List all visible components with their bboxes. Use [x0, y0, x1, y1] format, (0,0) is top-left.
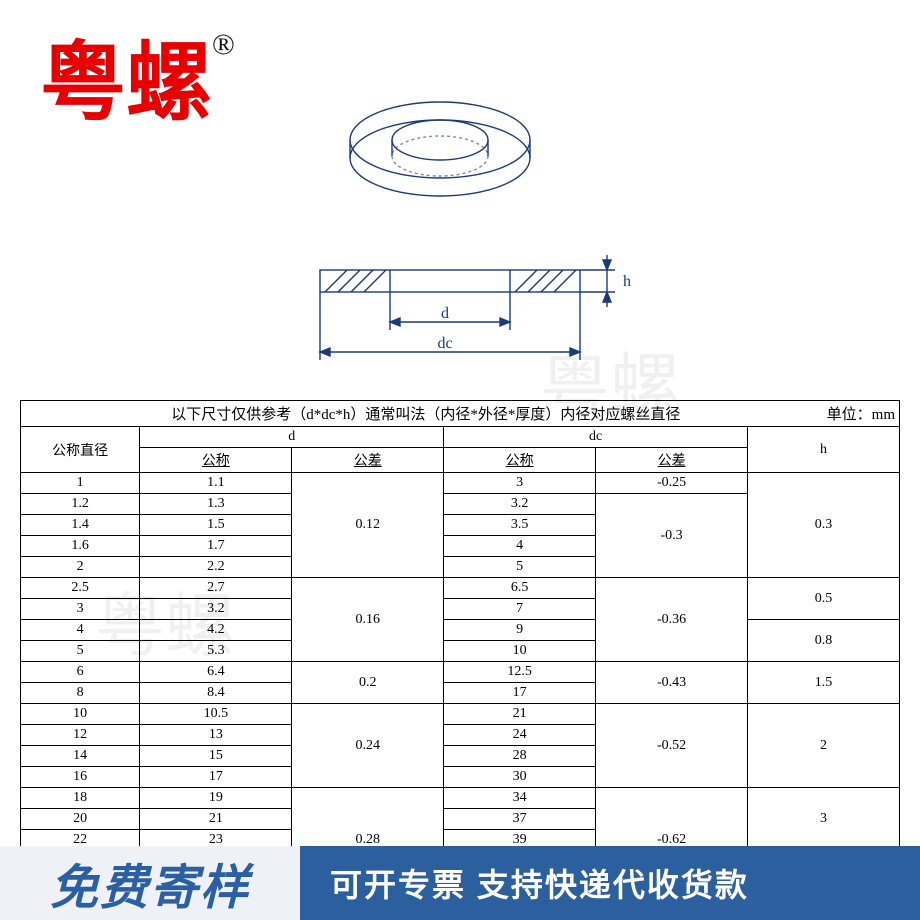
cell-d-nom: 4.2 [140, 620, 292, 641]
col-dc: dc [444, 427, 748, 448]
cell-nd: 1 [21, 473, 140, 494]
cell-d-tol: 0.12 [292, 473, 444, 578]
cell-nd: 2.5 [21, 578, 140, 599]
cell-dc-nom: 6.5 [444, 578, 596, 599]
cell-d-nom: 1.1 [140, 473, 292, 494]
cell-dc-nom: 3 [444, 473, 596, 494]
cell-dc-nom: 17 [444, 683, 596, 704]
col-dc-tol: 公差 [596, 448, 748, 473]
d-label: d [441, 305, 449, 322]
cell-h: 1.5 [748, 662, 900, 704]
washer-diagram: d dc h [280, 70, 660, 390]
cell-d-nom: 1.7 [140, 536, 292, 557]
cell-nd: 20 [21, 809, 140, 830]
cell-dc-nom: 9 [444, 620, 596, 641]
cell-dc-nom: 30 [444, 767, 596, 788]
cell-h: 0.3 [748, 473, 900, 578]
dc-label: dc [437, 335, 452, 352]
cell-dc-nom: 7 [444, 599, 596, 620]
col-d-tol: 公差 [292, 448, 444, 473]
cell-d-nom: 5.3 [140, 641, 292, 662]
cell-dc-nom: 10 [444, 641, 596, 662]
table-title: 以下尺寸仅供参考（d*dc*h）通常叫法（内径*外径*厚度）内径对应螺丝直径单位… [21, 401, 900, 427]
cell-dc-tol: -0.25 [596, 473, 748, 494]
cell-dc-nom: 37 [444, 809, 596, 830]
cell-h: 0.5 [748, 578, 900, 620]
cell-d-nom: 15 [140, 746, 292, 767]
cell-d-nom: 13 [140, 725, 292, 746]
cell-d-nom: 17 [140, 767, 292, 788]
brand-logo: 粤螺® [40, 40, 235, 126]
registered-icon: ® [212, 28, 235, 61]
table-row: 44.290.8 [21, 620, 900, 641]
cell-dc-nom: 24 [444, 725, 596, 746]
cell-nd: 8 [21, 683, 140, 704]
spec-table: 以下尺寸仅供参考（d*dc*h）通常叫法（内径*外径*厚度）内径对应螺丝直径单位… [20, 400, 900, 893]
footer-left-text: 免费寄样 [0, 846, 300, 920]
cell-d-nom: 2.7 [140, 578, 292, 599]
cell-dc-tol: -0.36 [596, 578, 748, 662]
footer-right-text: 可开专票 支持快递代收货款 [300, 846, 920, 920]
cell-d-nom: 8.4 [140, 683, 292, 704]
cell-d-nom: 10.5 [140, 704, 292, 725]
cell-d-nom: 21 [140, 809, 292, 830]
cell-nd: 1.6 [21, 536, 140, 557]
cell-nd: 3 [21, 599, 140, 620]
cell-dc-nom: 4 [444, 536, 596, 557]
cell-d-tol: 0.2 [292, 662, 444, 704]
cell-dc-nom: 3.5 [444, 515, 596, 536]
col-h: h [748, 427, 900, 473]
cell-dc-nom: 28 [444, 746, 596, 767]
cell-nd: 5 [21, 641, 140, 662]
table-row: 11.10.123-0.250.3 [21, 473, 900, 494]
table-row: 2.52.70.166.5-0.360.5 [21, 578, 900, 599]
cell-dc-nom: 5 [444, 557, 596, 578]
cell-dc-tol: -0.43 [596, 662, 748, 704]
table-row: 66.40.212.5-0.431.5 [21, 662, 900, 683]
cell-nd: 12 [21, 725, 140, 746]
brand-text: 粤螺 [40, 35, 212, 131]
footer-banner: 免费寄样 可开专票 支持快递代收货款 [0, 846, 920, 920]
spec-table-container: 以下尺寸仅供参考（d*dc*h）通常叫法（内径*外径*厚度）内径对应螺丝直径单位… [20, 400, 900, 893]
cell-nd: 16 [21, 767, 140, 788]
cell-d-tol: 0.16 [292, 578, 444, 662]
cell-h: 0.8 [748, 620, 900, 662]
cell-nd: 6 [21, 662, 140, 683]
cell-d-nom: 19 [140, 788, 292, 809]
cell-dc-tol: -0.52 [596, 704, 748, 788]
cell-d-nom: 1.3 [140, 494, 292, 515]
table-row: 1010.50.2421-0.522 [21, 704, 900, 725]
col-dc-nominal: 公称 [444, 448, 596, 473]
cell-dc-nom: 12.5 [444, 662, 596, 683]
cell-dc-nom: 21 [444, 704, 596, 725]
h-label: h [623, 273, 631, 290]
cell-d-nom: 2.2 [140, 557, 292, 578]
cell-nd: 10 [21, 704, 140, 725]
col-d-nominal: 公称 [140, 448, 292, 473]
cell-d-nom: 3.2 [140, 599, 292, 620]
cell-d-nom: 6.4 [140, 662, 292, 683]
cell-nd: 1.4 [21, 515, 140, 536]
col-d: d [140, 427, 444, 448]
cell-h: 3 [748, 788, 900, 851]
cell-dc-tol: -0.3 [596, 494, 748, 578]
cell-dc-nom: 3.2 [444, 494, 596, 515]
cell-dc-nom: 34 [444, 788, 596, 809]
cell-nd: 1.2 [21, 494, 140, 515]
cell-nd: 4 [21, 620, 140, 641]
cell-d-nom: 1.5 [140, 515, 292, 536]
cell-nd: 2 [21, 557, 140, 578]
cell-h: 2 [748, 704, 900, 788]
table-row: 18190.2834-0.623 [21, 788, 900, 809]
cell-nd: 14 [21, 746, 140, 767]
col-nominal-dia: 公称直径 [21, 427, 140, 473]
cell-nd: 18 [21, 788, 140, 809]
cell-d-tol: 0.24 [292, 704, 444, 788]
